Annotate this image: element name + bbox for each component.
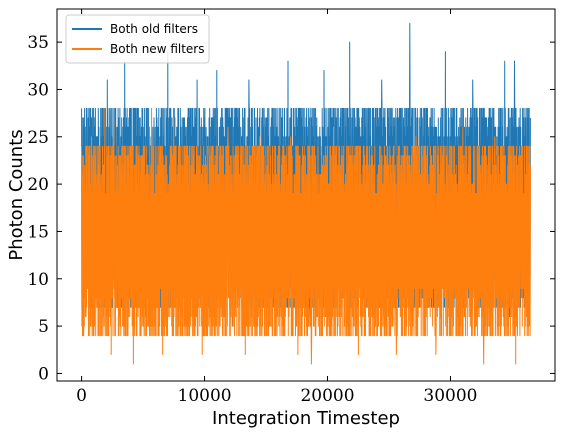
y-tick-label: 20 [27, 175, 49, 195]
legend-label-new: Both new filters [110, 42, 204, 56]
y-tick-label: 0 [38, 364, 49, 384]
series-line-both-old-filters [81, 22, 531, 327]
x-tick-label: 30000 [423, 386, 477, 406]
y-tick-label: 25 [27, 128, 49, 148]
legend-box [65, 14, 210, 64]
y-axis-label: Photon Counts [6, 129, 27, 260]
legend: Both old filters Both new filters [65, 14, 210, 64]
x-axis-label: Integration Timestep [212, 408, 400, 429]
y-tick-label: 35 [27, 33, 49, 53]
y-tick-label: 15 [27, 222, 49, 242]
x-tick-label: 0 [76, 386, 87, 406]
y-tick-label: 5 [38, 317, 49, 337]
ticks-layer: 0 10000 20000 30000 0 5 10 15 20 25 30 35 [27, 9, 555, 406]
x-tick-label: 20000 [300, 386, 354, 406]
plot-frame [56, 8, 556, 382]
series-line-both-new-filters [81, 107, 531, 365]
y-tick-label: 30 [27, 80, 49, 100]
series-layer [81, 22, 531, 365]
y-tick-label: 10 [27, 270, 49, 290]
x-tick-label: 10000 [178, 386, 232, 406]
legend-label-old: Both old filters [110, 22, 198, 36]
